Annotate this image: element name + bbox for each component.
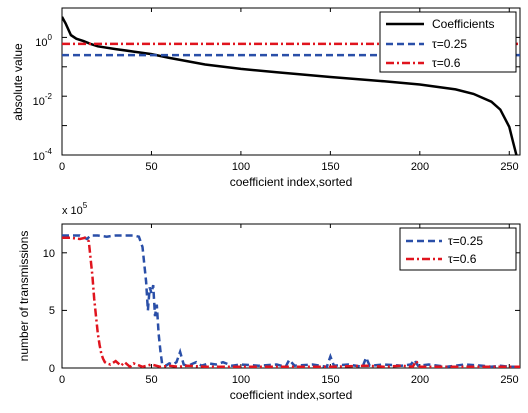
- bottom-legend-label: τ=0.25: [448, 234, 483, 248]
- top-x-tick-label: 0: [59, 161, 65, 173]
- bottom-x-tick-label: 200: [411, 374, 429, 386]
- bottom-legend: τ=0.25 τ=0.6: [399, 227, 517, 271]
- top-chart: 100 10-2 10-4 0 50 100 150 200 250 coeff…: [11, 7, 521, 189]
- top-legend-label: τ=0.25: [432, 37, 467, 51]
- top-series-line: [62, 16, 519, 155]
- bottom-x-tick-label: 250: [500, 374, 518, 386]
- top-y-axis-label: absolute value: [11, 43, 25, 121]
- bottom-y-multiplier: x 105: [62, 201, 88, 217]
- top-x-tick-label: 150: [321, 161, 339, 173]
- top-x-tick-label: 200: [411, 161, 429, 173]
- bottom-series-line: [62, 236, 520, 368]
- top-x-axis-label: coefficient index,sorted: [230, 175, 353, 189]
- top-ticks: [61, 7, 520, 156]
- bottom-x-tick-label: 50: [145, 374, 157, 386]
- top-legend-label: Coefficients: [432, 17, 494, 31]
- bottom-x-tick-label: 150: [321, 374, 339, 386]
- top-series-group: [62, 16, 520, 155]
- bottom-legend-box: [399, 227, 517, 271]
- bottom-y-tick-label: 0: [49, 363, 55, 375]
- bottom-chart: x 105 10 5 0 0 50 100 150 200 250 coeffi…: [17, 201, 521, 402]
- top-y-tick-label: 10-4: [33, 147, 53, 163]
- top-y-tick-label: 100: [35, 33, 52, 49]
- top-x-tick-label: 100: [232, 161, 250, 173]
- top-y-tick-label: 10-2: [33, 92, 53, 108]
- top-legend-label: τ=0.6: [432, 56, 461, 70]
- bottom-legend-label: τ=0.6: [448, 252, 477, 266]
- top-legend: Coefficients τ=0.25 τ=0.6: [379, 11, 517, 73]
- bottom-x-axis-label: coefficient index,sorted: [230, 388, 353, 402]
- bottom-y-tick-label: 5: [49, 305, 55, 317]
- top-x-tick-label: 50: [145, 161, 157, 173]
- bottom-x-tick-label: 0: [59, 374, 65, 386]
- bottom-y-tick-label: 10: [43, 248, 55, 260]
- top-x-tick-label: 250: [500, 161, 518, 173]
- bottom-x-tick-label: 100: [232, 374, 250, 386]
- bottom-y-axis-label: number of transmissions: [17, 231, 31, 362]
- bottom-series-group: [62, 234, 520, 368]
